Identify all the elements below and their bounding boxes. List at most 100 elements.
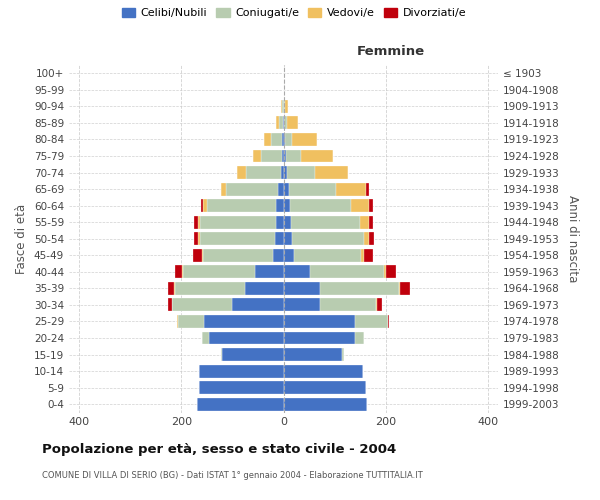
Bar [377,298,382,312]
Bar [203,249,273,262]
Bar [276,216,284,228]
Bar [361,249,364,262]
Bar [200,216,276,228]
Bar [370,216,373,228]
Bar [199,364,284,378]
Bar [284,249,294,262]
Bar [202,332,209,344]
Bar [282,150,284,162]
Bar [279,116,283,130]
Bar [246,166,281,179]
Bar [287,166,314,179]
Bar [310,266,384,278]
Bar [284,116,287,130]
Bar [284,100,285,113]
Bar [320,298,376,312]
Bar [364,232,369,245]
Bar [168,282,174,295]
Legend: Celibi/Nubili, Coniugati/e, Vedovi/e, Divorziati/e: Celibi/Nubili, Coniugati/e, Vedovi/e, Di… [118,3,470,22]
Bar [294,249,361,262]
Bar [199,381,284,394]
Bar [222,348,284,361]
Bar [193,249,202,262]
Bar [282,100,284,113]
Bar [290,199,352,212]
Bar [226,182,278,196]
Bar [284,315,355,328]
Bar [370,199,373,212]
Bar [285,100,288,113]
Bar [355,332,364,344]
Bar [366,182,369,196]
Bar [364,249,373,262]
Bar [277,116,279,130]
Bar [284,199,290,212]
Bar [202,249,203,262]
Bar [198,216,200,228]
Bar [260,150,282,162]
Bar [284,398,367,410]
Bar [203,199,208,212]
Bar [172,298,232,312]
Bar [168,298,172,312]
Bar [360,216,370,228]
Bar [284,381,366,394]
Bar [194,216,198,228]
Bar [284,364,362,378]
Bar [182,266,183,278]
Bar [284,348,342,361]
Bar [232,298,284,312]
Bar [386,266,396,278]
Bar [284,182,289,196]
Bar [245,282,284,295]
Bar [237,166,246,179]
Bar [286,150,301,162]
Bar [335,182,366,196]
Bar [301,150,332,162]
Bar [197,398,284,410]
Bar [287,116,298,130]
Bar [320,282,400,295]
Bar [384,266,386,278]
Bar [208,199,277,212]
Bar [289,182,335,196]
Bar [314,166,348,179]
Bar [284,282,320,295]
Bar [284,150,286,162]
Bar [281,166,284,179]
Bar [283,133,284,146]
Bar [175,266,182,278]
Bar [275,232,284,245]
Bar [292,133,317,146]
Bar [201,199,203,212]
Bar [355,315,388,328]
Bar [388,315,389,328]
Bar [284,216,291,228]
Bar [198,232,200,245]
Text: Femmine: Femmine [356,45,425,58]
Bar [205,315,284,328]
Bar [256,266,284,278]
Bar [221,348,222,361]
Bar [200,232,275,245]
Text: COMUNE DI VILLA DI SERIO (BG) - Dati ISTAT 1° gennaio 2004 - Elaborazione TUTTIT: COMUNE DI VILLA DI SERIO (BG) - Dati IST… [42,471,423,480]
Bar [221,182,226,196]
Bar [175,282,245,295]
Bar [183,266,256,278]
Bar [400,282,410,295]
Bar [178,315,205,328]
Bar [284,298,320,312]
Bar [194,232,198,245]
Y-axis label: Fasce di età: Fasce di età [16,204,28,274]
Bar [369,232,374,245]
Bar [271,133,283,146]
Bar [292,232,364,245]
Bar [277,199,284,212]
Bar [273,249,284,262]
Bar [291,216,360,228]
Bar [284,232,292,245]
Bar [263,133,271,146]
Bar [284,266,310,278]
Bar [284,166,287,179]
Y-axis label: Anni di nascita: Anni di nascita [566,195,579,282]
